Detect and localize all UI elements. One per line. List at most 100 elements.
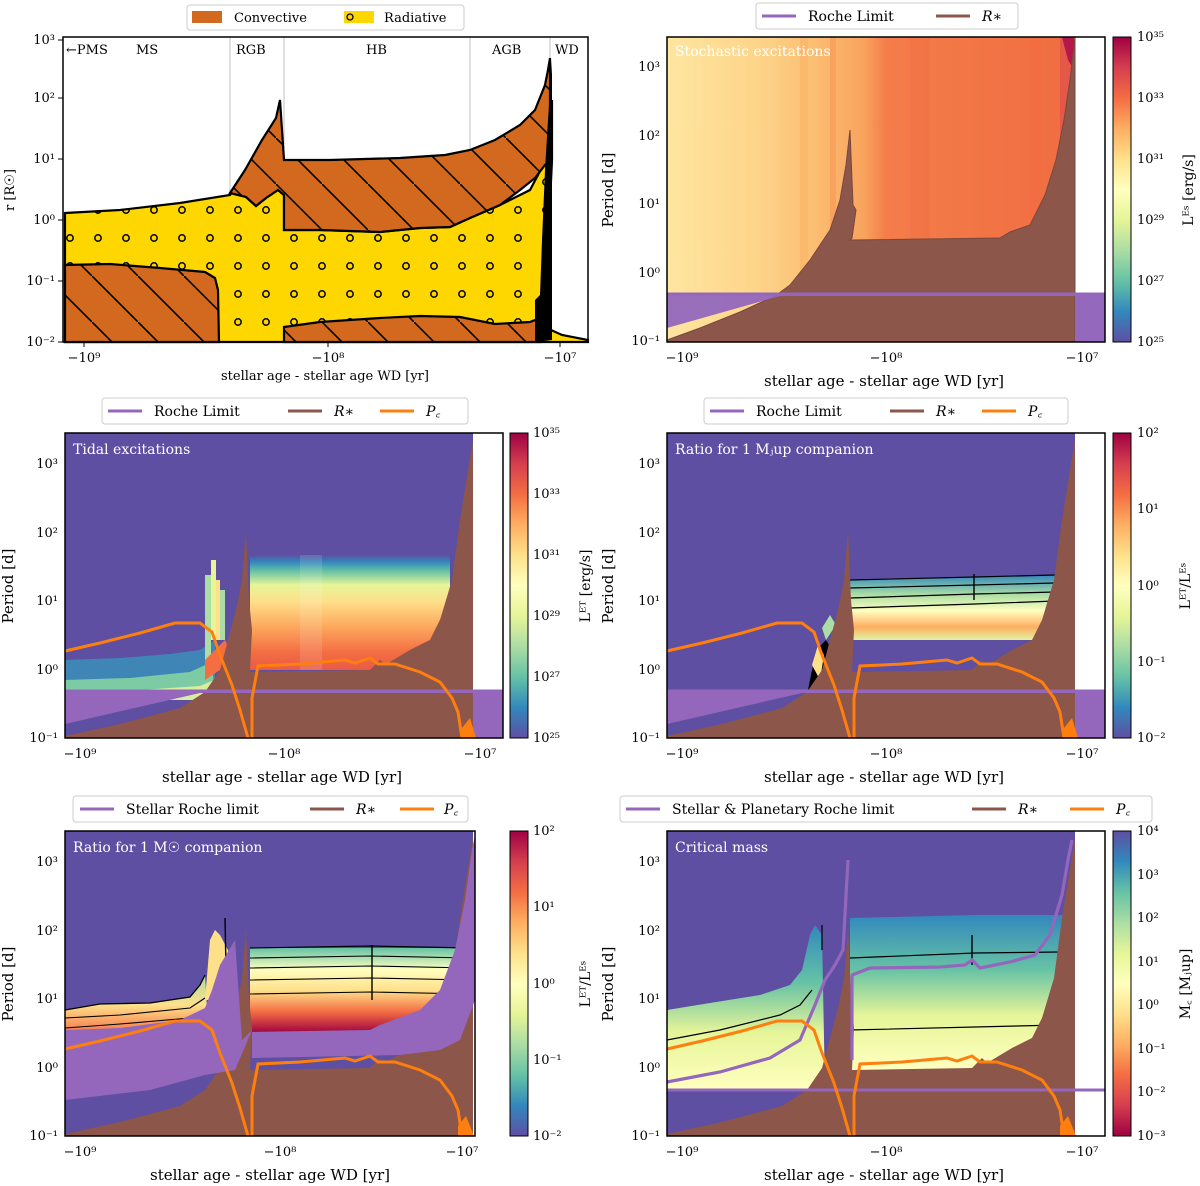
cbar-tick: 10²⁹ [533, 609, 560, 624]
y-tick-label: 10¹ [638, 992, 660, 1007]
cbar-tick: 10³⁵ [533, 426, 560, 441]
y-axis: 10⁻¹ 10⁰ 10¹ 10² 10³ [631, 457, 660, 746]
phase-label: WD [555, 43, 579, 58]
x-axis-label: stellar age - stellar age WD [yr] [221, 369, 429, 384]
cbar-tick: 10³³ [1137, 91, 1164, 106]
stellar-roche-curve [666, 839, 1074, 1084]
x-tick-label: −10⁸ [264, 1145, 297, 1160]
colorbar [1112, 830, 1132, 1137]
legend: Roche Limit R∗ P꜀ [703, 397, 1069, 425]
colorbar-label: Lᴱᵀ/Lᴱˢ [578, 960, 594, 1007]
legend-label: Roche Limit [756, 404, 842, 420]
x-axis: −10⁹ −10⁸ −10⁷ [64, 1145, 479, 1160]
cbar-tick: 10⁰ [533, 977, 555, 992]
y-tick-label: 10³ [638, 60, 660, 75]
colorbar-ticks: 10⁻³ 10⁻² 10⁻¹ 10⁰ 10¹ 10² 10³ 10⁴ [1137, 824, 1166, 1144]
colorbar [1112, 36, 1132, 343]
y-tick-label: 10⁻¹ [26, 274, 55, 289]
x-axis: −10⁹ −10⁸ −10⁷ [666, 747, 1099, 762]
y-tick-label: 10² [638, 129, 660, 144]
cbar-tick: 10³ [1137, 868, 1159, 883]
y-tick-label: 10⁻¹ [29, 1129, 58, 1144]
y-tick-label: 10¹ [638, 594, 660, 609]
y-tick-label: 10⁰ [638, 266, 660, 281]
y-axis-label: Period [d] [599, 947, 617, 1022]
convective-core [63, 262, 221, 344]
x-tick-label: −10⁷ [1066, 1145, 1099, 1160]
cbar-tick: 10³³ [533, 487, 560, 502]
panel-b-frame [666, 36, 1106, 343]
y-axis: 10⁻¹ 10⁰ 10¹ 10² 10³ [631, 60, 660, 349]
colorbar-ticks: 10⁻² 10⁻¹ 10⁰ 10¹ 10² [533, 824, 562, 1144]
roche-limit-band [65, 691, 503, 738]
cbar-tick: 10¹ [1137, 955, 1159, 970]
panel-annotation: Tidal excitations [73, 442, 190, 458]
y-tick-label: 10² [638, 924, 660, 939]
y-axis-label: Period [d] [599, 549, 617, 624]
x-tick-label: −10⁷ [1066, 351, 1099, 366]
legend: Roche Limit R∗ [755, 2, 1019, 30]
panel-a-frame [62, 36, 589, 343]
legend-swatch-radiative [344, 11, 374, 23]
y-tick-label: 10⁰ [36, 1061, 58, 1076]
legend-label: Roche Limit [808, 9, 894, 25]
cbar-tick: 10²⁷ [1137, 274, 1164, 289]
colorbar [509, 830, 529, 1137]
cbar-tick: 10²⁵ [533, 731, 560, 746]
panel-annotation: Critical mass [675, 840, 768, 856]
y-tick-label: 10⁻¹ [29, 731, 58, 746]
cbar-tick: 10⁰ [1137, 998, 1159, 1013]
panel-annotation: Ratio for 1 Mⱼup companion [675, 442, 874, 458]
x-axis: −10⁹ −10⁸ −10⁷ [666, 351, 1099, 366]
panel-critical-mass: Critical mass 10⁻³ 10⁻² 10⁻¹ 10⁰ 10¹ 10²… [599, 795, 1194, 1184]
y-tick-label: 10⁻¹ [631, 1129, 660, 1144]
legend-label: Stellar & Planetary Roche limit [672, 802, 895, 818]
cbar-tick: 10¹ [533, 900, 555, 915]
colorbar-ticks: 10²⁵ 10²⁷ 10²⁹ 10³¹ 10³³ 10³⁵ [1137, 30, 1164, 350]
cbar-tick: 10² [1137, 426, 1159, 441]
cbar-tick: 10³¹ [533, 548, 560, 563]
pc-curve [666, 1019, 1066, 1137]
x-tick-label: −10⁸ [870, 351, 903, 366]
cbar-tick: 10⁻² [533, 1129, 562, 1144]
cbar-tick: 10¹ [1137, 502, 1159, 517]
cbar-tick: 10⁻¹ [533, 1053, 562, 1068]
roche-limit-band [65, 835, 475, 1100]
phase-label: AGB [491, 43, 521, 58]
colorbar-label: Lᴱᵀ/Lᴱˢ [1178, 562, 1194, 609]
stellar-radius-area [65, 440, 473, 738]
legend: Roche Limit R∗ P꜀ [101, 397, 469, 425]
x-tick-label: −10⁸ [870, 1145, 903, 1160]
legend-label: Stellar Roche limit [126, 802, 259, 818]
colorbar-ticks: 10⁻² 10⁻¹ 10⁰ 10¹ 10² [1137, 426, 1166, 746]
legend-label: P꜀ [1027, 404, 1042, 420]
y-tick-label: 10¹ [36, 992, 58, 1007]
cbar-tick: 10⁻³ [1137, 1129, 1166, 1144]
panel-ratio-jupiter: Ratio for 1 Mⱼup companion 10⁻² 10⁻¹ 10⁰… [599, 397, 1194, 786]
cbar-tick: 10² [533, 824, 555, 839]
y-tick-label: 10² [36, 924, 58, 939]
legend-label: Radiative [384, 11, 447, 26]
y-tick-label: 10¹ [33, 152, 55, 167]
legend-label: Convective [234, 11, 307, 26]
panel-annotation: Stochastic excitations [675, 44, 831, 60]
colorbar-label: M꜀ [Mⱼup] [1178, 949, 1194, 1020]
legend-label: Roche Limit [154, 404, 240, 420]
colorbar [509, 432, 529, 739]
legend-label: P꜀ [425, 404, 440, 420]
pc-curve [64, 1019, 464, 1137]
y-tick-label: 10⁻² [26, 335, 55, 350]
y-tick-label: 10⁰ [33, 213, 55, 228]
panel-d-frame [666, 432, 1106, 739]
cbar-tick: 10⁻¹ [1137, 1042, 1166, 1057]
roche-limit-band [667, 691, 1105, 738]
phase-label: MS [136, 43, 158, 58]
x-axis: −10⁹ −10⁸ −10⁷ [666, 1145, 1099, 1160]
colorbar [1112, 432, 1132, 739]
x-tick-label: −10⁸ [870, 747, 903, 762]
cbar-tick: 10² [1137, 911, 1159, 926]
x-tick-label: −10⁹ [666, 1145, 699, 1160]
stellar-radius-area [65, 838, 473, 1136]
phase-label: ←PMS [66, 43, 108, 58]
